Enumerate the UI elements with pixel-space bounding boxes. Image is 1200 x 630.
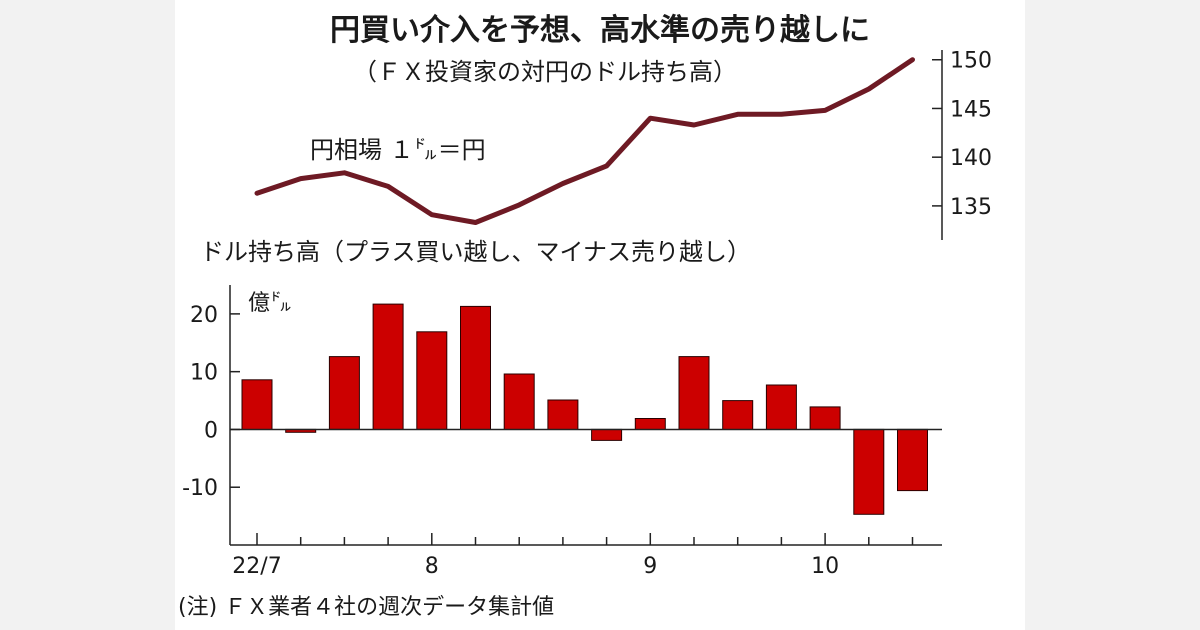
bar-7	[547, 399, 579, 430]
chart-title: 円買い介入を予想、高水準の売り越しに	[330, 13, 870, 48]
bar-y-tick-label: 0	[204, 418, 218, 443]
bar-x-tick-label: 8	[425, 554, 439, 579]
bar-chart-layer: -10 0 10 20 22/7 8 9 10	[182, 285, 942, 579]
line-y-tick-label: 140	[950, 146, 992, 171]
bar-x-tick-label: 9	[643, 554, 657, 579]
bar-13	[809, 406, 841, 430]
bar-y-tick-label: -10	[182, 476, 218, 501]
bar-9	[634, 418, 666, 430]
chart-subtitle: （ＦＸ投資家の対円のドル持ち高）	[353, 58, 737, 86]
bar-4	[416, 331, 448, 430]
line-y-tick-label: 135	[950, 195, 992, 220]
left-side-band	[0, 0, 175, 630]
bar-2	[328, 356, 360, 430]
footnote: (注) ＦＸ業者４社の週次データ集計値	[178, 595, 554, 620]
bar-3	[372, 303, 404, 431]
line-y-tick-label: 145	[950, 97, 992, 122]
bar-0	[241, 379, 273, 430]
yen-rate-line	[254, 57, 915, 225]
bar-chart-title: ドル持ち高（プラス買い越し、マイナス売り越し）	[200, 238, 751, 266]
bar-5	[460, 305, 491, 430]
bar-x-tick-label: 22/7	[232, 554, 281, 579]
bar-11	[722, 400, 754, 431]
bar-x-tick-label: 10	[811, 554, 839, 579]
bar-15	[897, 428, 928, 492]
bar-10	[678, 356, 710, 430]
line-chart-layer: 135 140 145 150	[254, 49, 992, 240]
bar-12	[765, 384, 797, 430]
bar-6	[503, 373, 535, 430]
bar-y-tick-label: 10	[190, 361, 218, 386]
line-y-tick-label: 150	[950, 49, 992, 74]
bar-unit-label: 億㌦	[248, 291, 292, 316]
line-series-label: 円相場 １㌦＝円	[310, 136, 486, 164]
bar-8	[591, 428, 623, 441]
bar-y-tick-label: 20	[190, 303, 218, 328]
right-side-band	[1025, 0, 1200, 630]
bar-14	[853, 428, 885, 515]
